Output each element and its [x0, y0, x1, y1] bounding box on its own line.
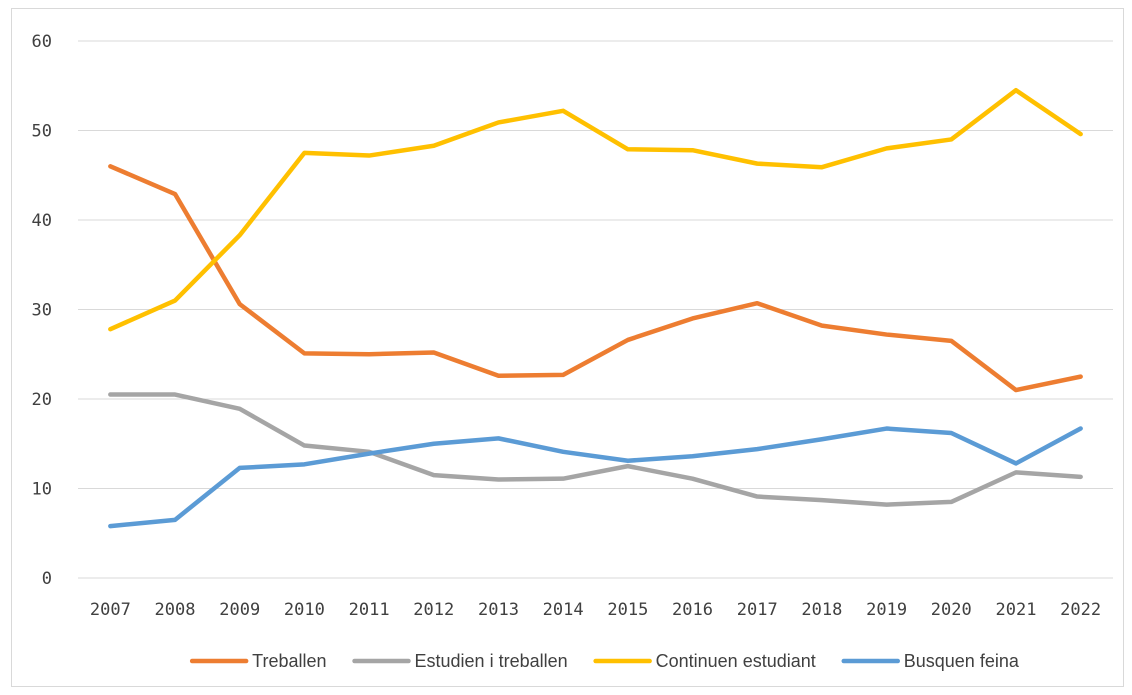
legend-label: Continuen estudiant — [656, 651, 816, 671]
x-tick-label: 2018 — [801, 600, 842, 620]
y-tick-label: 0 — [42, 569, 52, 589]
x-tick-label: 2012 — [413, 600, 454, 620]
x-tick-label: 2010 — [284, 600, 325, 620]
x-axis-tick-labels: 2007 2008 2009 2010 2011 2012 2013 2014 2015 2016… — [90, 600, 1101, 620]
legend-label: Treballen — [252, 651, 326, 671]
x-tick-label: 2014 — [543, 600, 584, 620]
x-tick-label: 2007 — [90, 600, 131, 620]
legend-label: Estudien i treballen — [415, 651, 568, 671]
y-tick-label: 10 — [32, 480, 52, 500]
x-tick-label: 2013 — [478, 600, 519, 620]
legend: Treballen Estudien i treballen Continuen e… — [189, 651, 1020, 671]
y-tick-label: 50 — [32, 122, 52, 142]
x-tick-label: 2020 — [931, 600, 972, 620]
legend-item: Estudien i treballen — [352, 651, 568, 671]
series-line-1 — [108, 392, 1083, 507]
x-tick-label: 2022 — [1060, 600, 1101, 620]
x-tick-label: 2008 — [155, 600, 196, 620]
y-axis-tick-labels: 0 10 20 30 40 50 60 — [32, 32, 52, 589]
series-line-0 — [108, 164, 1083, 393]
y-tick-label: 40 — [32, 211, 52, 231]
legend-item: Busquen feina — [841, 651, 1020, 671]
legend-item: Continuen estudiant — [593, 651, 816, 671]
legend-item: Treballen — [189, 651, 327, 671]
y-tick-label: 20 — [32, 390, 52, 410]
x-tick-label: 2011 — [349, 600, 390, 620]
x-tick-label: 2015 — [607, 600, 648, 620]
x-tick-label: 2017 — [737, 600, 778, 620]
series-line-3 — [108, 426, 1083, 529]
x-tick-label: 2021 — [995, 600, 1036, 620]
x-tick-label: 2019 — [866, 600, 907, 620]
x-tick-label: 2016 — [672, 600, 713, 620]
y-tick-label: 60 — [32, 32, 52, 52]
chart-frame — [11, 8, 1124, 687]
y-tick-label: 30 — [32, 301, 52, 321]
x-tick-label: 2009 — [219, 600, 260, 620]
series-lines — [108, 87, 1083, 529]
series-line-2 — [108, 87, 1083, 332]
legend-label: Busquen feina — [904, 651, 1020, 671]
